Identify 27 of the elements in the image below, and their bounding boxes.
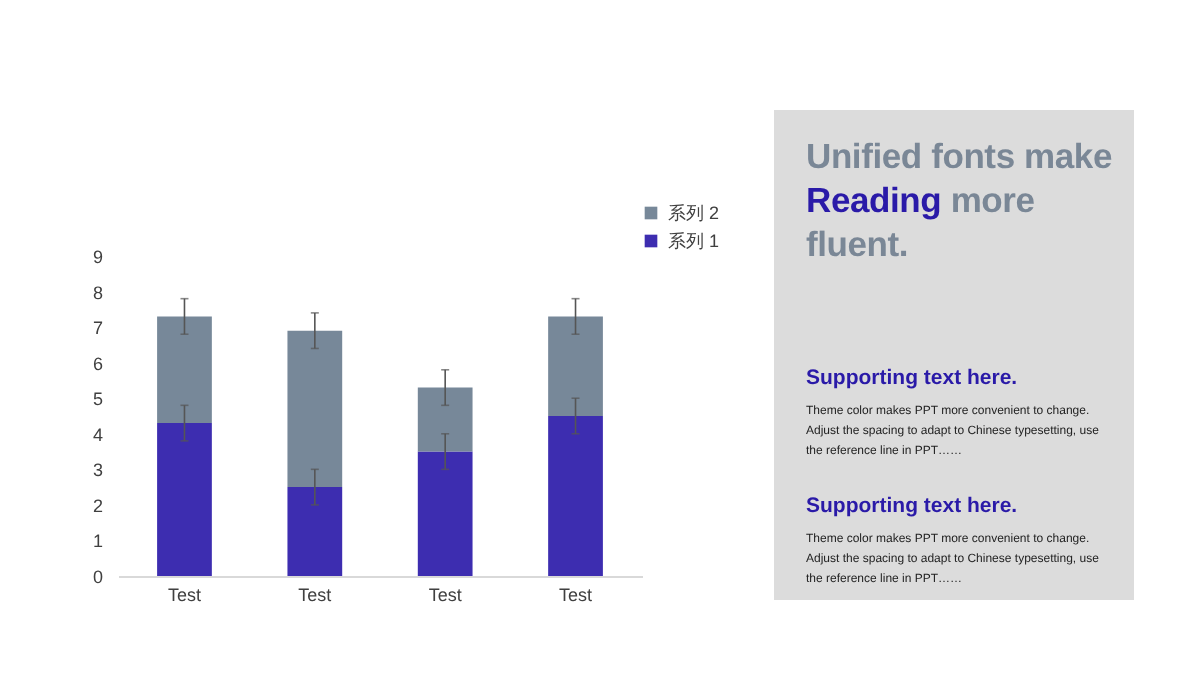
y-tick-label: 8 xyxy=(92,282,103,303)
bar xyxy=(548,416,603,576)
bar xyxy=(548,316,603,416)
y-tick-label: 0 xyxy=(92,567,103,587)
chart-title: Unified fonts make Reading more fluent. xyxy=(806,136,1112,264)
x-tick-label: Test xyxy=(298,585,333,605)
bar xyxy=(157,316,212,424)
x-tick-label: Test xyxy=(559,585,594,605)
bar xyxy=(287,330,343,488)
bar xyxy=(417,451,473,576)
x-tick-label: Test xyxy=(428,585,463,605)
y-tick-label: 6 xyxy=(92,353,103,374)
bar xyxy=(157,423,212,576)
y-tick-label: 2 xyxy=(92,495,103,516)
y-tick-label: 5 xyxy=(92,389,103,410)
text: Supporting text here. xyxy=(806,366,1020,390)
legend-label: 系列 1 xyxy=(668,231,720,251)
y-tick-label: 7 xyxy=(92,318,103,339)
x-tick-label: Test xyxy=(167,585,202,605)
y-tick-label: 9 xyxy=(92,247,103,267)
bar xyxy=(417,387,473,452)
legend-label: 系列 2 xyxy=(668,203,720,223)
y-tick-label: 1 xyxy=(92,531,103,552)
bar xyxy=(287,487,343,576)
y-tick-label: 3 xyxy=(92,460,103,481)
y-tick-label: 4 xyxy=(92,424,103,445)
text: Supporting text here. xyxy=(806,494,1020,518)
